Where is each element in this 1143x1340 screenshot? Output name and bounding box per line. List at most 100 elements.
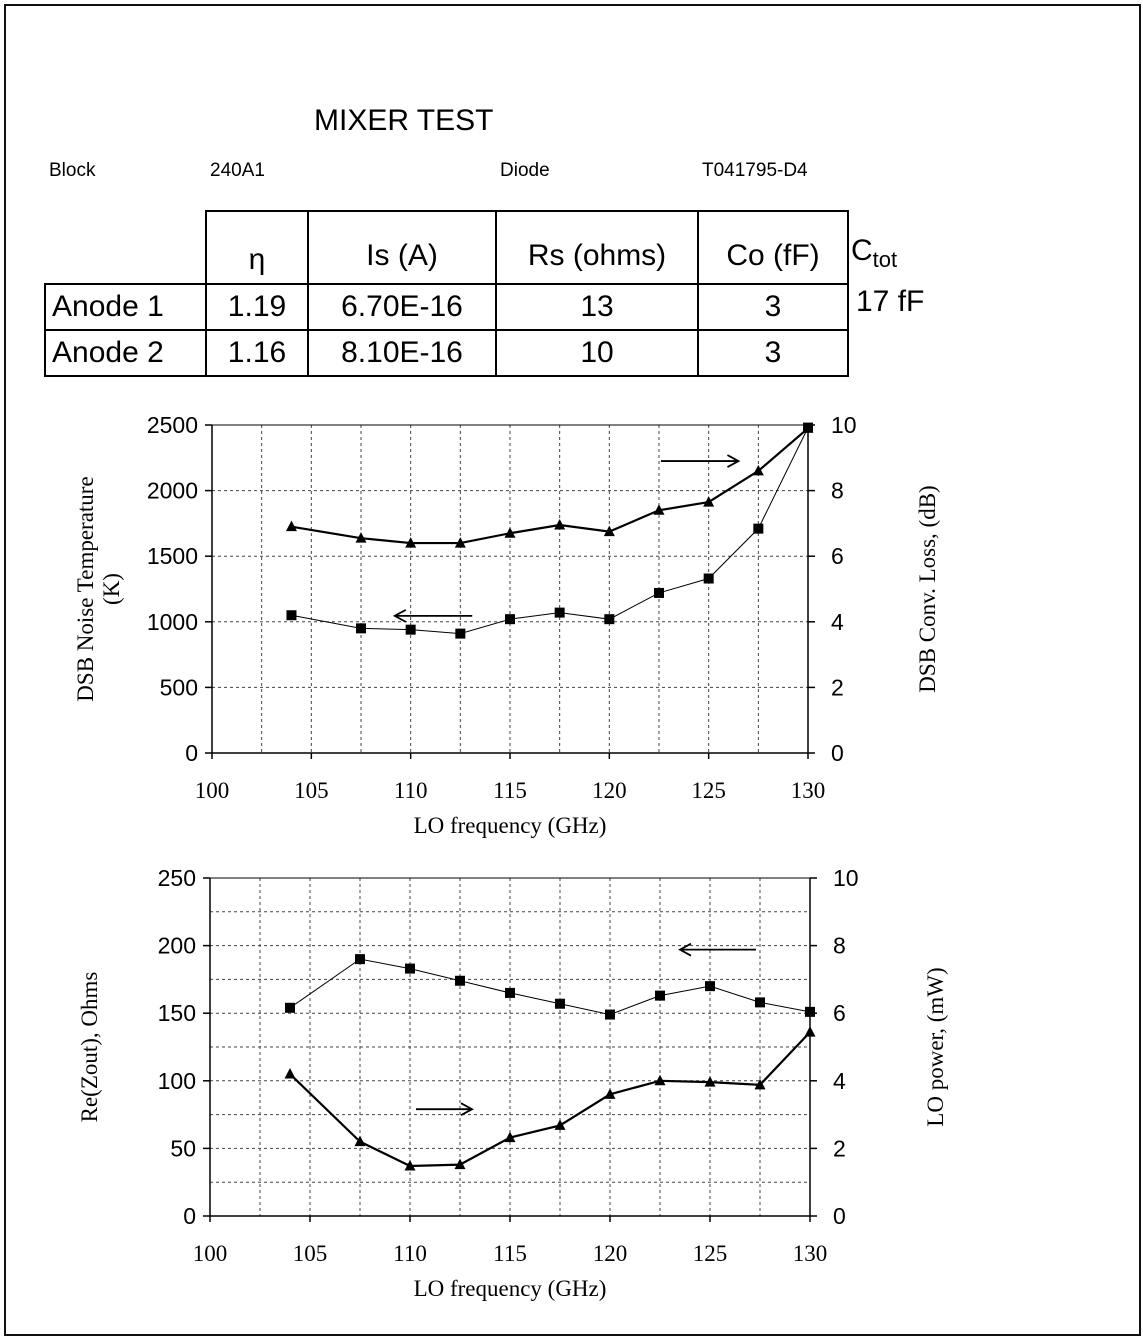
x-tick-label: 105 — [294, 778, 329, 803]
y-axis-label-right: LO power, (mW) — [923, 967, 948, 1126]
axis-arrow-head — [727, 454, 741, 468]
y-tick-label-left: 250 — [158, 865, 196, 891]
col-header-eta: η — [205, 210, 309, 285]
data-point-triangle — [284, 1068, 296, 1079]
data-point-square — [605, 1009, 615, 1020]
x-tick-label: 100 — [193, 1241, 228, 1266]
data-point-triangle — [405, 537, 417, 548]
data-point-square — [655, 990, 665, 1001]
axis-arrow-head — [678, 942, 692, 957]
data-point-square — [703, 573, 714, 584]
table-cell: 1.16 — [205, 329, 309, 377]
data-point-square — [286, 610, 297, 621]
diode-label: Diode — [500, 160, 550, 181]
y-tick-label-left: 1500 — [147, 543, 198, 569]
data-point-square — [755, 997, 765, 1008]
row-label: Anode 2 — [44, 329, 207, 377]
col-header-is: Is (A) — [307, 210, 497, 285]
data-point-triangle — [703, 496, 715, 507]
table-row: Anode 1 1.19 6.70E-16 13 3 — [44, 283, 849, 331]
table-header-row: η Is (A) Rs (ohms) Co (fF) — [45, 210, 849, 285]
y-tick-label-right: 10 — [831, 412, 857, 438]
y-tick-label-left: 50 — [170, 1135, 196, 1161]
series-line-triangle — [289, 1031, 811, 1168]
data-point-triangle — [354, 1135, 366, 1147]
data-point-square — [753, 523, 764, 534]
data-point-triangle — [454, 1158, 466, 1170]
data-point-triangle — [454, 537, 466, 548]
data-point-triangle — [704, 1076, 716, 1087]
data-point-square — [805, 1006, 815, 1017]
data-point-square — [555, 998, 565, 1009]
y-axis-label-left: Re(Zout), Ohms — [77, 972, 102, 1123]
table-cell: 6.70E-16 — [307, 283, 497, 331]
x-tick-label: 100 — [195, 778, 230, 803]
table-cell: 10 — [495, 329, 699, 377]
data-point-square — [355, 954, 365, 965]
data-point-square — [505, 614, 515, 625]
x-tick-label: 120 — [593, 1241, 628, 1266]
diode-value: T041795-D4 — [702, 160, 808, 181]
ctot-c: C — [851, 234, 873, 267]
data-point-triangle — [654, 1074, 666, 1086]
y-tick-label-right: 4 — [831, 609, 844, 635]
y-tick-label-left: 0 — [185, 740, 198, 766]
x-tick-label: 130 — [793, 1241, 828, 1266]
series-line-square — [291, 427, 809, 635]
x-tick-label: 120 — [592, 778, 627, 803]
diode-params-table: η Is (A) Rs (ohms) Co (fF) Anode 1 1.19 … — [44, 210, 849, 377]
data-point-square — [455, 628, 466, 639]
row-label: Anode 1 — [44, 283, 207, 331]
y-tick-label-right: 6 — [833, 1000, 846, 1026]
axis-arrow-head — [392, 609, 407, 623]
data-point-square — [554, 607, 565, 618]
x-tick-label: 125 — [691, 778, 726, 803]
series-line-triangle — [291, 427, 809, 545]
y-axis-label-left: DSB Noise Temperature — [73, 476, 98, 701]
data-point-square — [285, 1002, 295, 1013]
table-cell: 3 — [697, 283, 849, 331]
table-cell: 13 — [495, 283, 699, 331]
y-tick-label-left: 2500 — [147, 412, 198, 438]
data-point-square — [505, 987, 515, 998]
noise-temperature-chart: 0 500 1000 1500 2000 2500 0 2 4 6 8 10 100 105 110 115 1… — [73, 412, 940, 838]
data-point-square — [654, 587, 664, 598]
y-tick-label-right: 8 — [833, 933, 846, 959]
data-point-triangle — [653, 504, 665, 515]
x-tick-label: 115 — [493, 1241, 527, 1266]
col-header-co: Co (fF) — [697, 210, 849, 285]
data-point-triangle — [604, 1088, 616, 1099]
page-title: MIXER TEST — [314, 104, 494, 137]
y-tick-label-left: 1000 — [147, 609, 198, 635]
data-point-triangle — [554, 1119, 566, 1130]
x-tick-label: 130 — [791, 778, 826, 803]
y-tick-label-right: 8 — [831, 478, 844, 504]
data-point-triangle — [285, 520, 297, 532]
ctot-value: 17 fF — [856, 285, 925, 318]
y-tick-label-left: 2000 — [147, 478, 198, 504]
data-point-triangle — [802, 422, 814, 433]
y-tick-label-right: 4 — [833, 1068, 846, 1094]
table-cell: 8.10E-16 — [307, 329, 497, 377]
col-header-rs: Rs (ohms) — [495, 210, 699, 285]
x-tick-label: 105 — [293, 1241, 328, 1266]
table-row: Anode 2 1.16 8.10E-16 10 3 — [44, 329, 849, 377]
x-tick-label: 125 — [693, 1241, 728, 1266]
x-axis-label: LO frequency (GHz) — [414, 813, 607, 838]
table-cell: 3 — [697, 329, 849, 377]
table-cell: 1.19 — [205, 283, 309, 331]
data-point-triangle — [603, 525, 615, 537]
block-label: Block — [49, 160, 96, 181]
data-point-triangle — [404, 1159, 416, 1171]
data-point-triangle — [754, 1078, 766, 1090]
zout-lo-power-chart: 0 50 100 150 200 250 0 2 4 6 8 10 100 105 110 115 120 125… — [77, 865, 948, 1301]
y-tick-label-left: 100 — [158, 1068, 196, 1094]
y-tick-label-right: 2 — [831, 674, 844, 700]
data-point-square — [405, 963, 415, 974]
y-tick-label-left: 150 — [158, 1000, 196, 1026]
data-point-triangle — [804, 1026, 816, 1037]
y-tick-label-right: 6 — [831, 543, 844, 569]
y-tick-label-right: 0 — [831, 740, 844, 766]
ctot-label: Ctot — [851, 234, 897, 273]
data-point-square — [705, 981, 715, 992]
